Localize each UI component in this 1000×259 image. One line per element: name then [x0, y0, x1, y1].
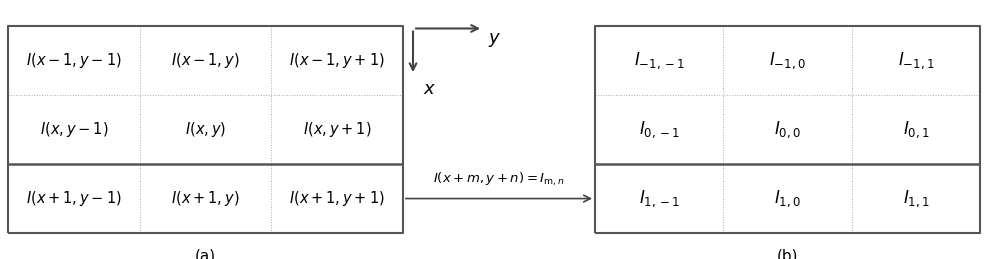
Text: $I_{0,-1}$: $I_{0,-1}$: [639, 119, 680, 140]
Text: $I(x-1, y-1)$: $I(x-1, y-1)$: [26, 51, 122, 70]
Text: (a): (a): [195, 249, 216, 259]
Text: $I(x, y+1)$: $I(x, y+1)$: [303, 120, 371, 139]
Text: $I_{1,-1}$: $I_{1,-1}$: [639, 188, 680, 209]
Text: $I_{1,1}$: $I_{1,1}$: [903, 188, 929, 209]
Text: (b): (b): [777, 249, 798, 259]
Text: $I(x+1, y)$: $I(x+1, y)$: [171, 189, 240, 208]
Text: $I(x+1, y-1)$: $I(x+1, y-1)$: [26, 189, 122, 208]
Text: $I(x-1, y+1)$: $I(x-1, y+1)$: [289, 51, 385, 70]
Text: $I(x+m, y+n) = I_{\mathrm{m},n}$: $I(x+m, y+n) = I_{\mathrm{m},n}$: [433, 171, 565, 188]
Text: $I_{-1,-1}$: $I_{-1,-1}$: [634, 50, 685, 71]
Text: $I(x-1, y)$: $I(x-1, y)$: [171, 51, 240, 70]
Text: $I_{-1,0}$: $I_{-1,0}$: [769, 50, 806, 71]
Text: $I_{1,0}$: $I_{1,0}$: [774, 188, 801, 209]
Text: $I_{0,0}$: $I_{0,0}$: [774, 119, 801, 140]
Text: $I(x, y)$: $I(x, y)$: [185, 120, 226, 139]
Text: $I_{-1,1}$: $I_{-1,1}$: [898, 50, 934, 71]
Text: $I_{0,1}$: $I_{0,1}$: [903, 119, 929, 140]
Text: $I(x+1, y+1)$: $I(x+1, y+1)$: [289, 189, 385, 208]
Text: $y$: $y$: [488, 31, 501, 49]
Text: $I(x, y-1)$: $I(x, y-1)$: [40, 120, 108, 139]
Text: $x$: $x$: [423, 80, 436, 98]
